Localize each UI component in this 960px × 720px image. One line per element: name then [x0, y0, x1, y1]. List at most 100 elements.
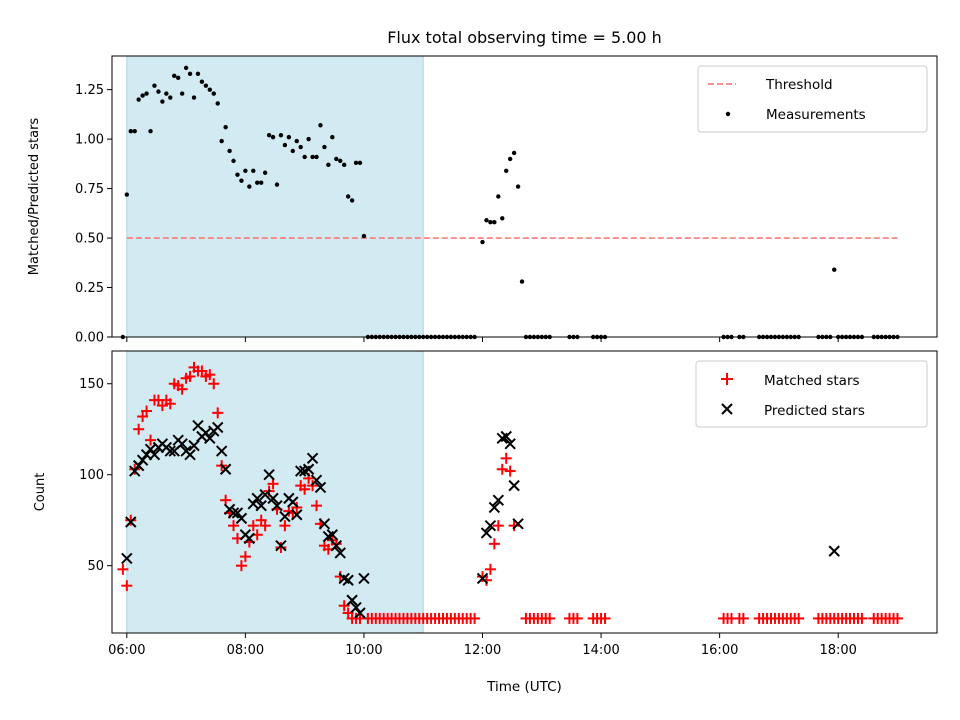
measurement-point [507, 156, 513, 162]
matched-point [311, 500, 323, 512]
legend-matched-label: Matched stars [764, 373, 860, 389]
measurement-point [504, 168, 509, 173]
predicted-point [271, 499, 283, 512]
matched-point [212, 407, 224, 419]
matched-point [891, 612, 903, 624]
measurement-point [318, 123, 323, 128]
predicted-point [204, 432, 216, 445]
matched-point [145, 434, 157, 446]
measurement-point [179, 91, 185, 96]
measurement-point [322, 144, 327, 150]
measurement-point [326, 162, 331, 168]
predicted-point [310, 474, 323, 486]
matched-point [275, 541, 287, 553]
predicted-point [215, 445, 228, 457]
matched-point [484, 563, 496, 575]
measurement-point [349, 198, 355, 203]
measurement-point [286, 134, 292, 140]
measurement-point [175, 75, 181, 80]
predicted-point [219, 463, 232, 475]
measurement-point [183, 65, 189, 71]
predicted-point [350, 601, 362, 614]
measurement-point [488, 220, 493, 225]
x-tick-label: 06:00 [108, 643, 145, 658]
legend-measurements-swatch [725, 111, 731, 117]
measurement-point [511, 150, 517, 156]
matched-point [480, 574, 492, 586]
matched-point [121, 580, 133, 592]
x-tick-label: 10:00 [345, 643, 382, 658]
count-legend-box [695, 360, 928, 428]
y-tick-label: 100 [79, 468, 104, 483]
measurement-point [239, 178, 244, 183]
matched-point [235, 560, 247, 572]
flux-y-axis: 0.00 0.25 0.50 0.75 1.00 1.25 [75, 83, 112, 346]
matched-point [500, 452, 512, 464]
count-legend: Matched stars Predicted stars [695, 360, 928, 428]
predicted-point [500, 430, 512, 443]
flux-legend-box [697, 65, 928, 133]
count-plot-frame [111, 350, 938, 634]
predicted-point [302, 463, 315, 475]
legend-matched-swatch [721, 373, 733, 385]
measurement-point [298, 144, 303, 150]
matched-point [117, 563, 129, 575]
predicted-point [148, 448, 161, 461]
measurement-point [243, 168, 248, 173]
measurement-point [270, 134, 276, 140]
matched-point [279, 520, 291, 532]
y-tick-label: 50 [87, 559, 104, 574]
predicted-point [188, 439, 200, 452]
matched-point [133, 423, 145, 435]
matched-point [737, 612, 749, 624]
predicted-point [330, 539, 342, 552]
predicted-point [318, 518, 331, 530]
legend-measurements-label: Measurements [766, 107, 866, 123]
measurement-point [144, 91, 149, 96]
measurement-point [314, 154, 319, 160]
count-points [117, 361, 903, 624]
measurement-point [207, 87, 213, 92]
matched-point [599, 612, 611, 624]
matched-point [856, 612, 868, 624]
measurement-point [172, 73, 177, 78]
measurement-point [160, 99, 165, 104]
predicted-point [259, 489, 271, 501]
x-axis-label: Time (UTC) [486, 679, 562, 695]
measurement-point [353, 160, 359, 166]
predicted-point [342, 574, 354, 586]
predicted-point [492, 494, 505, 506]
measurement-point [302, 154, 307, 160]
measurement-point [496, 194, 501, 199]
predicted-point [136, 454, 149, 466]
measurement-point [330, 134, 335, 140]
y-tick-label: 0.50 [75, 232, 104, 247]
matched-point [307, 480, 319, 492]
matched-point [176, 383, 188, 395]
count-x-axis: 06:00 08:00 10:00 12:00 14:00 16:00 18:00 [108, 633, 857, 658]
flux-plot-frame [111, 55, 938, 338]
matched-point [793, 612, 805, 624]
measurement-point [266, 132, 272, 138]
matched-point [508, 520, 520, 532]
predicted-point [828, 545, 840, 557]
measurement-point [187, 71, 193, 77]
predicted-point [235, 512, 248, 525]
measurement-point [500, 216, 505, 221]
measurement-point [156, 89, 161, 94]
matched-point [492, 520, 504, 532]
measurement-point [223, 125, 228, 130]
predicted-point [184, 448, 196, 461]
measurement-point [832, 267, 837, 272]
measurement-point [282, 142, 288, 148]
measurement-point [484, 218, 489, 223]
matched-point [504, 465, 516, 477]
matched-point [291, 501, 303, 513]
matched-point [469, 612, 481, 624]
measurement-point [274, 182, 280, 187]
measurement-point [136, 97, 141, 102]
measurement-point [124, 192, 130, 197]
measurement-point [168, 95, 173, 100]
predicted-point [354, 607, 366, 619]
